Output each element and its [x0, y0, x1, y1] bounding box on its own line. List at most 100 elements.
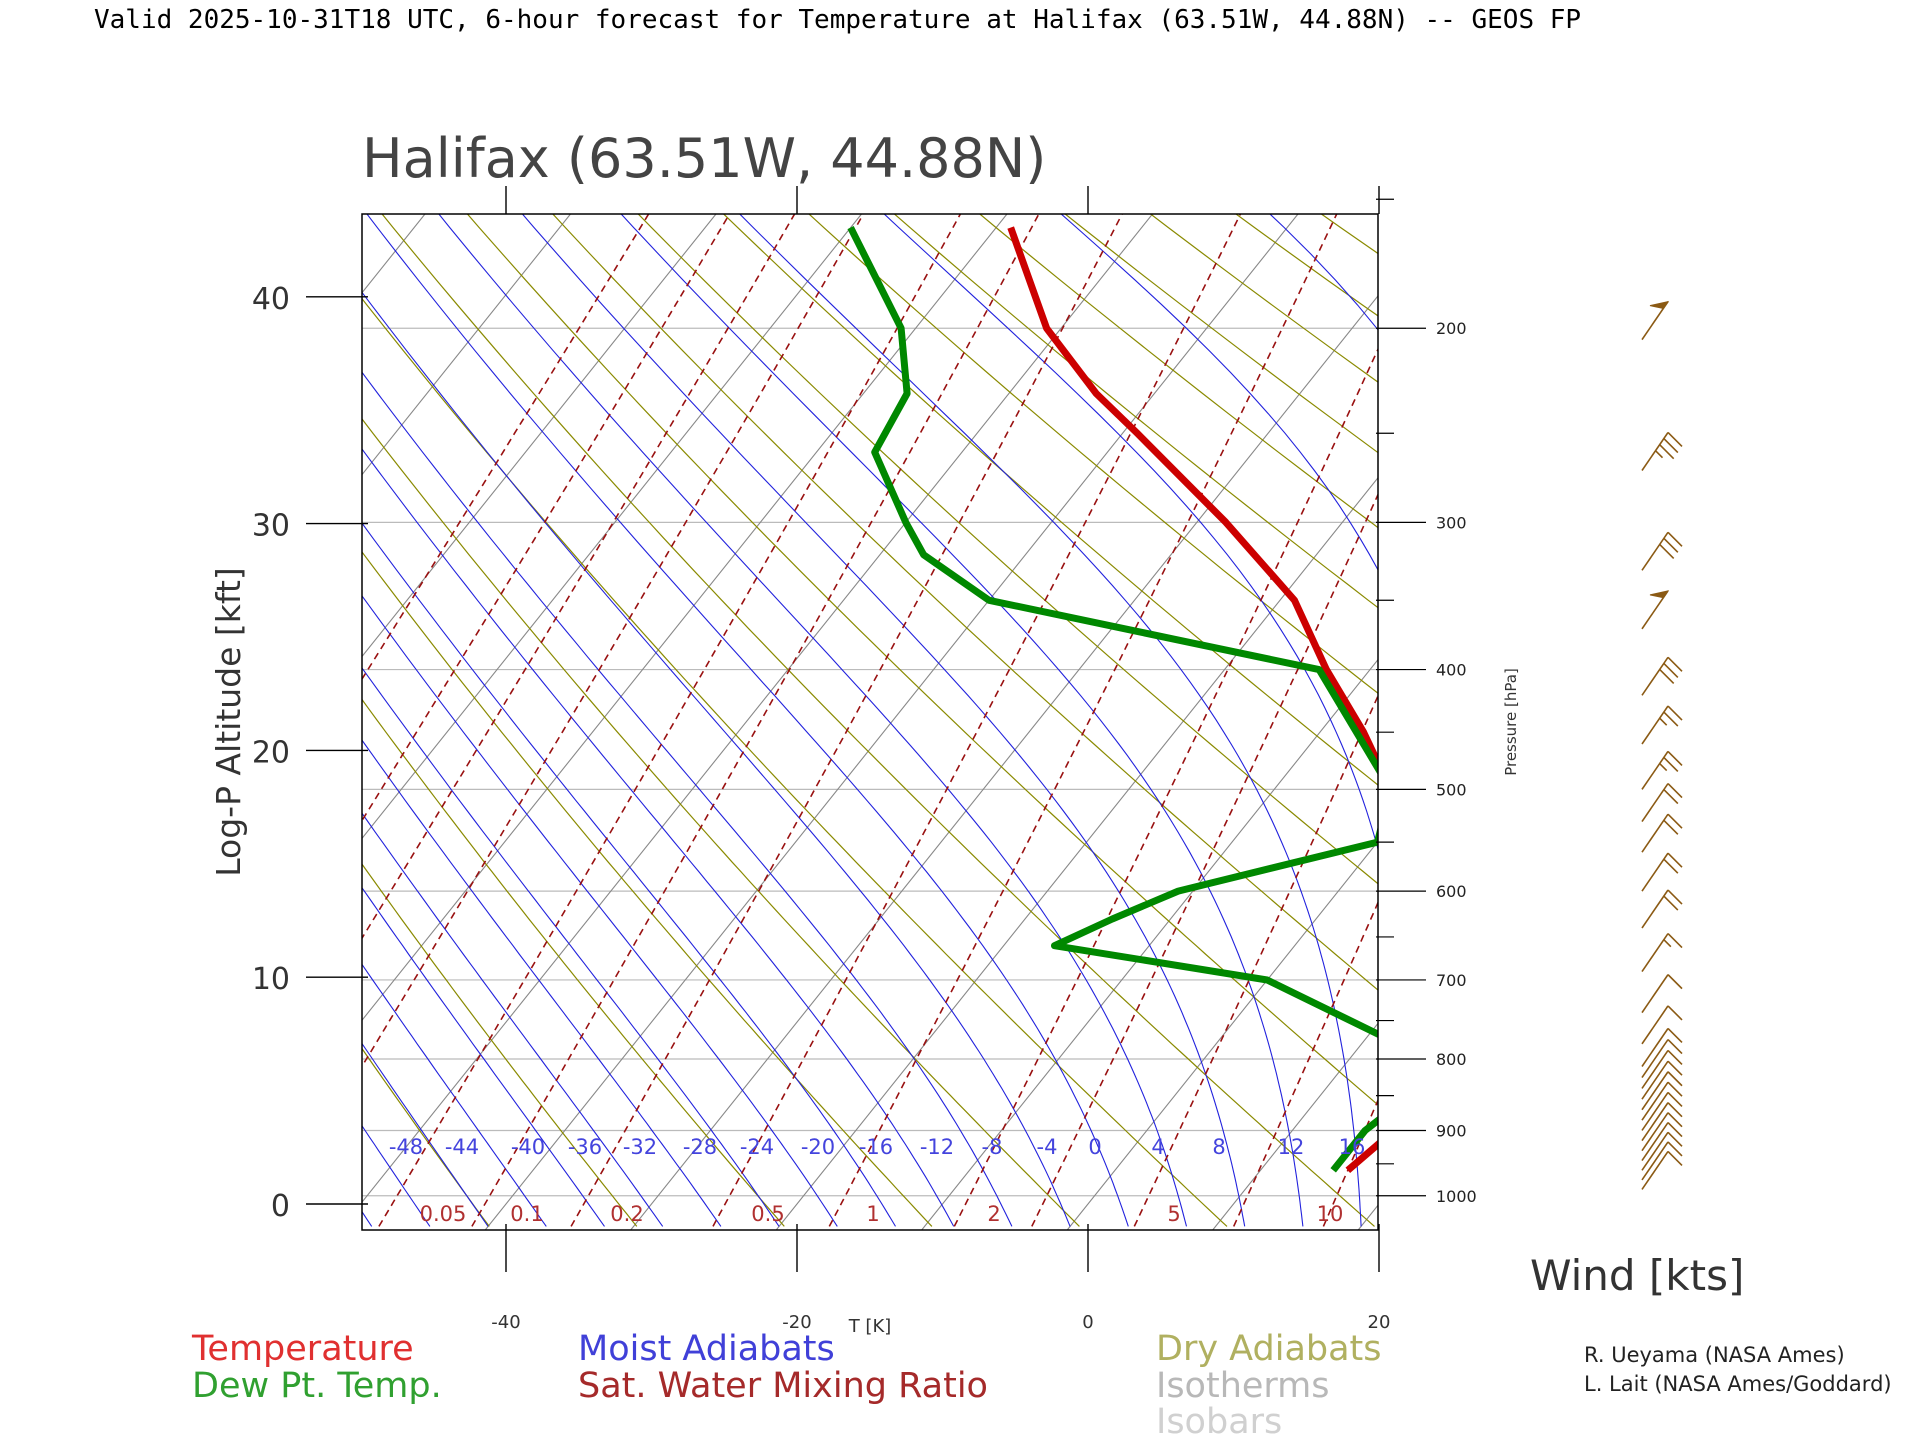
wind-barb: [1641, 656, 1683, 696]
y-tick-label: 10: [252, 962, 290, 997]
x-tick-label: 20: [1368, 1312, 1391, 1333]
wind-barb: [1641, 1049, 1683, 1089]
moist-adiabat-line: [521, 214, 1246, 1227]
wind-barb-staff: [1641, 531, 1669, 571]
moist-adiabat-label: -16: [859, 1135, 893, 1159]
y-tick-label: 0: [271, 1189, 290, 1224]
wind-barb-feather: [1667, 1091, 1683, 1108]
wind-barb: [1641, 1121, 1683, 1161]
mixing-ratio-label: 0.05: [420, 1202, 467, 1226]
mixing-ratio-label: 0.5: [751, 1202, 784, 1226]
dry-adiabat-line: [381, 214, 1375, 1227]
sounding-profiles: [847, 226, 1378, 1173]
dry-adiabat-line: [362, 297, 1228, 1227]
wind-barb: [1641, 932, 1683, 973]
plot-frame: [361, 213, 1379, 1231]
moist-adiabat-line: [362, 371, 1013, 1227]
isotherm-line: [484, 214, 1299, 1230]
mixing-ratio-line: [471, 214, 1040, 1227]
wind-barb-staff: [1641, 933, 1669, 973]
pressure-tick-label: 200: [1436, 319, 1467, 338]
wind-barb-feather: [1659, 444, 1675, 460]
wind-barb: [1641, 1081, 1683, 1121]
wind-barbs: [1641, 300, 1683, 1190]
x-tick-label: 0: [1082, 1312, 1093, 1333]
wind-barb-staff: [1641, 656, 1669, 696]
dry-adiabat-line: [362, 551, 933, 1227]
wind-barb: [1641, 1060, 1683, 1100]
dry-adiabat-line: [552, 214, 1378, 991]
moist-adiabat-line: [362, 594, 838, 1227]
moist-adiabat-label: -48: [389, 1135, 423, 1159]
wind-barb-flag: [1649, 590, 1670, 599]
header-title: Valid 2025-10-31T18 UTC, 6-hour forecast…: [94, 5, 1581, 35]
isotherm-line: [1066, 840, 1378, 1230]
isotherm-line: [775, 476, 1378, 1230]
dewpoint-line: [847, 226, 1378, 1173]
inner-labels: -48 -44 -40 -36 -32 -28 -24 -20 -16 -12 -8 -4 0 4 8 12 1…: [389, 1135, 1366, 1226]
wind-barb-feather: [1663, 789, 1679, 805]
isotherm-line: [362, 214, 717, 658]
wind-barb-staff: [1641, 1141, 1669, 1181]
pressure-axis-label: Pressure [hPa]: [1502, 668, 1520, 776]
wind-barb-staff: [1641, 1112, 1669, 1152]
moist-adiabat-line: [0, 169, 314, 1226]
wind-barb: [1641, 300, 1670, 341]
mixing-ratio-label: 0.2: [610, 1202, 643, 1226]
moist-adiabat-label: -24: [740, 1135, 774, 1159]
isotherm-line: [921, 658, 1378, 1230]
dry-adiabat-line: [978, 214, 1378, 529]
pressure-tick-label: 700: [1436, 971, 1467, 990]
wind-barb-feather: [1667, 656, 1683, 672]
wind-barb-feather: [1667, 1060, 1683, 1076]
isotherm-line: [1212, 1022, 1378, 1230]
wind-barb-flag: [1649, 300, 1670, 310]
pressure-tick-label: 400: [1436, 661, 1467, 680]
wind-barb: [1641, 1150, 1683, 1190]
wind-barb: [1641, 1131, 1683, 1171]
moist-adiabat-line: [362, 886, 605, 1227]
wind-barb-half-feather: [1659, 717, 1668, 726]
moist-adiabat-line: [362, 1124, 431, 1227]
wind-barb-staff: [1641, 1081, 1669, 1121]
mixing-ratio-line: [1133, 694, 1378, 1227]
wind-barb-staff: [1641, 1131, 1669, 1171]
mixing-ratio-line: [1540, 169, 1920, 1226]
wind-barb-feather: [1663, 662, 1679, 678]
dry-adiabat-line: [1756, 169, 1920, 1226]
isotherm-line: [630, 294, 1378, 1230]
moist-adiabat-label: -28: [683, 1135, 717, 1159]
wind-barb: [1641, 1038, 1683, 1078]
moist-adiabat-label: 0: [1088, 1135, 1101, 1159]
wind-barb-staff: [1641, 1028, 1669, 1067]
wind-barb-staff: [1641, 813, 1669, 853]
legend-moist-adiabats: Moist Adiabats: [578, 1329, 835, 1369]
wind-barb-staff: [1641, 1060, 1669, 1100]
moist-adiabat-line: [362, 739, 722, 1227]
dry-adiabat-line: [722, 214, 1378, 786]
wind-barb-feather: [1667, 431, 1683, 448]
pressure-tick-label: 600: [1436, 882, 1467, 901]
credit-line-2: L. Lait (NASA Ames/Goddard): [1584, 1372, 1892, 1396]
dry-adiabat-line: [1839, 169, 1920, 1226]
wind-label: Wind [kts]: [1530, 1251, 1744, 1300]
wind-barb-feather: [1663, 537, 1679, 553]
dry-adiabat-line: [1673, 169, 1920, 1226]
isotherm-line: [1649, 214, 1920, 1230]
dry-adiabat-line: [1590, 169, 1920, 1226]
dry-adiabat-line: [466, 214, 1378, 1106]
wind-barb-feather: [1667, 705, 1683, 721]
dry-adiabat-line: [362, 1047, 490, 1227]
moist-adiabat-label: 12: [1278, 1135, 1305, 1159]
mixing-ratio-line: [378, 214, 962, 1227]
moist-adiabat-label: 16: [1339, 1135, 1366, 1159]
wind-barb-feather: [1659, 543, 1675, 559]
wind-barb-half-feather: [1663, 939, 1672, 948]
dry-adiabat-line: [893, 214, 1378, 609]
moist-adiabat-line: [738, 214, 1362, 1227]
wind-barb-feather: [1667, 889, 1683, 905]
mixing-ratio-label: 10: [1317, 1202, 1344, 1226]
wind-barb-staff: [1641, 1151, 1669, 1190]
mixing-ratio-label: 1: [866, 1202, 879, 1226]
wind-barb: [1641, 1112, 1683, 1152]
